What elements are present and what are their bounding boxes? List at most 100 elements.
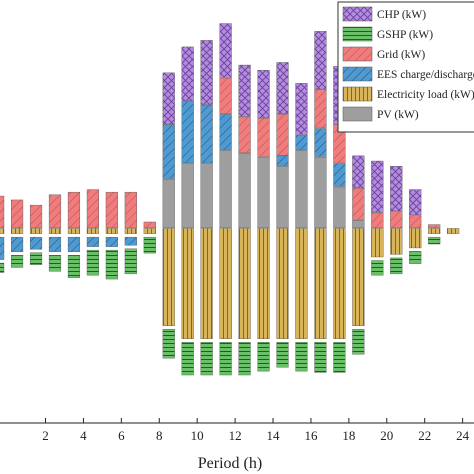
bar-segment: [143, 221, 156, 229]
bar-segment: [200, 228, 213, 339]
bar-segment: [295, 134, 308, 151]
x-axis-ticks: 2 4 6 8 10 12 14 16 18 20 22 24: [42, 418, 470, 443]
bar-segment: [86, 236, 99, 247]
x-tick-label: 8: [156, 428, 163, 443]
bar-segment: [219, 77, 232, 114]
bar-segment: [276, 166, 289, 229]
x-tick-label: 2: [42, 428, 49, 443]
bar-segment: [48, 236, 62, 253]
legend-swatch: [342, 106, 373, 122]
x-tick-label: 6: [118, 428, 125, 443]
bar-segment: [124, 236, 137, 246]
bar-segment: [409, 189, 422, 216]
legend: CHP (kW) GSHP (kW) Grid (kW) EES charge/dis…: [337, 1, 474, 133]
bar-segment: [371, 228, 384, 258]
bar-segment: [0, 195, 5, 229]
bar-segment: [105, 228, 118, 234]
bar-segment: [29, 236, 43, 250]
bar-segment: [371, 160, 384, 213]
bar-segment: [428, 228, 441, 234]
bar-segment: [352, 329, 365, 355]
bar-segment: [0, 236, 5, 260]
bar-segment: [29, 252, 43, 265]
bar-segment: [48, 255, 62, 272]
legend-swatch: [342, 86, 373, 102]
bar-segment: [238, 64, 251, 117]
bar-segment: [0, 262, 5, 273]
x-axis-title: Period (h): [198, 455, 262, 472]
bar-segment: [181, 228, 194, 339]
bar-segment: [371, 212, 384, 229]
legend-label: PV (kW): [377, 109, 419, 121]
bar-segment: [314, 31, 327, 90]
bar-segment: [428, 224, 441, 229]
bar-segment: [276, 228, 289, 339]
bar-segment: [67, 191, 81, 229]
x-tick-label: 24: [456, 428, 470, 443]
bar-segment: [314, 342, 327, 373]
legend-swatch: [342, 26, 373, 42]
bar-segment: [29, 204, 43, 229]
bar-segment: [333, 228, 346, 339]
bar-segment: [0, 228, 5, 234]
x-tick-label: 16: [304, 428, 318, 443]
bar-segment: [67, 236, 81, 253]
bar-segment: [428, 236, 441, 245]
bar-segment: [257, 70, 270, 118]
legend-swatch: [342, 6, 373, 22]
bar-segment: [105, 236, 118, 247]
bar-segment: [390, 257, 403, 275]
bar-segment: [409, 251, 422, 264]
bar-segment: [219, 228, 232, 339]
bar-segment: [219, 23, 232, 78]
bar-segment: [314, 89, 327, 129]
bar-segment: [162, 228, 175, 326]
bar-segment: [10, 228, 24, 234]
bar-segment: [352, 155, 365, 188]
bar-segment: [48, 228, 62, 234]
bar-segment: [86, 189, 99, 229]
legend-label: CHP (kW): [377, 9, 426, 21]
bar-segment: [257, 228, 270, 339]
bar-segment: [333, 163, 346, 187]
legend-label: GSHP (kW): [377, 29, 433, 41]
bar-group: [0, 23, 460, 376]
x-tick-label: 22: [418, 428, 431, 443]
bar-segment: [105, 191, 118, 229]
bar-segment: [276, 342, 289, 368]
bar-segment: [409, 215, 422, 229]
bar-segment: [447, 228, 460, 234]
bar-segment: [238, 153, 251, 229]
x-tick-label: 20: [380, 428, 393, 443]
bar-segment: [257, 156, 270, 229]
bar-segment: [390, 228, 403, 255]
bar-segment: [390, 166, 403, 212]
bar-segment: [238, 342, 251, 376]
bar-segment: [219, 150, 232, 229]
bar-segment: [371, 260, 384, 276]
bar-segment: [295, 228, 308, 339]
bar-segment: [86, 228, 99, 234]
bar-segment: [143, 228, 156, 234]
legend-swatch: [342, 46, 373, 62]
bar-segment: [238, 228, 251, 339]
x-tick-label: 10: [191, 428, 204, 443]
bar-segment: [105, 249, 118, 280]
bar-segment: [10, 199, 24, 229]
bar-segment: [200, 40, 213, 105]
bar-segment: [352, 188, 365, 221]
bar-segment: [314, 228, 327, 339]
x-tick-label: 12: [229, 428, 242, 443]
bar-segment: [181, 46, 194, 101]
bar-segment: [333, 186, 346, 229]
bar-segment: [352, 228, 365, 326]
bar-segment: [314, 128, 327, 157]
bar-segment: [276, 62, 289, 114]
x-tick-label: 4: [80, 428, 87, 443]
bar-segment: [200, 342, 213, 376]
bar-segment: [48, 194, 62, 229]
bar-segment: [124, 228, 137, 234]
bar-segment: [200, 105, 213, 164]
bar-segment: [143, 236, 156, 254]
legend-swatch: [342, 66, 373, 82]
